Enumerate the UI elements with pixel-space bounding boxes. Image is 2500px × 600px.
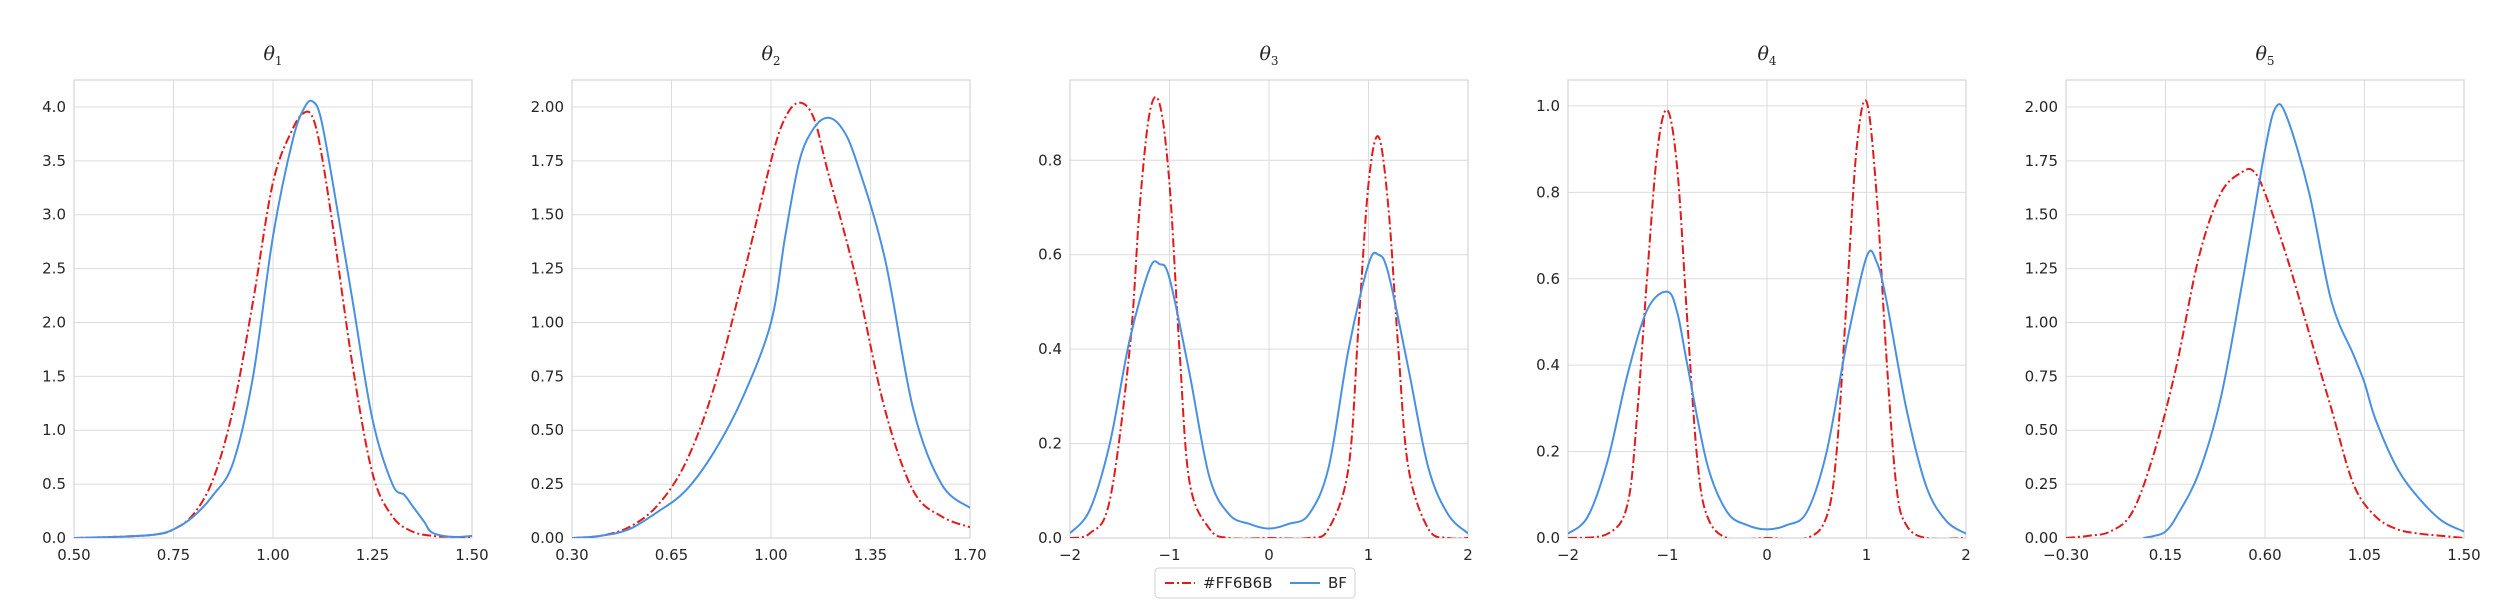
x-tick-label: 2	[1961, 546, 1971, 564]
y-tick-label: 1.50	[531, 206, 564, 224]
y-tick-label: 1.75	[531, 152, 564, 170]
y-tick-label: 0.25	[531, 475, 564, 493]
y-tick-label: 0.50	[531, 421, 564, 439]
x-tick-label: 0	[1264, 546, 1274, 564]
y-tick-label: 1.0	[42, 421, 66, 439]
plot-frame	[2065, 79, 2465, 539]
y-tick-label: 0.00	[2025, 529, 2058, 547]
x-tick-label: 0.30	[555, 546, 588, 564]
panel-title: θ4	[1757, 43, 1776, 68]
x-tick-label: 1.35	[854, 546, 887, 564]
y-tick-label: 1.25	[531, 260, 564, 278]
series-red-curve	[1070, 95, 1468, 538]
x-tick-label: 0	[1762, 546, 1772, 564]
y-tick-label: 0.2	[1536, 443, 1560, 461]
y-tick-label: 0.8	[1038, 151, 1062, 169]
y-tick-label: 0.75	[2025, 367, 2058, 385]
y-tick-label: 3.0	[42, 206, 66, 224]
panel-title: θ1	[263, 43, 282, 68]
series-bf-curve	[1568, 249, 1966, 535]
panel-4: −2 −1 0 1 2 0.0 0.2 0.4 0.6 0.8 1.0 θ4	[1536, 43, 1971, 564]
series-red-curve	[1568, 99, 1966, 538]
x-tick-label: 1.70	[953, 546, 986, 564]
y-tick-label: 2.5	[42, 260, 66, 278]
y-tick-label: 0.0	[42, 529, 66, 547]
plot-frame	[571, 79, 971, 539]
y-tick-label: 1.25	[2025, 260, 2058, 278]
series-bf-curve	[572, 116, 970, 538]
y-tick-label: 3.5	[42, 152, 66, 170]
x-tick-label: 1.00	[256, 546, 289, 564]
y-tick-label: 1.00	[2025, 313, 2058, 331]
x-tick-label: −2	[1557, 546, 1579, 564]
y-tick-label: 0.4	[1038, 340, 1062, 358]
y-tick-label: 0.6	[1536, 270, 1560, 288]
x-tick-label: −0.30	[2043, 546, 2089, 564]
x-tick-label: 1.00	[754, 546, 787, 564]
legend-label-red: #FF6B6B	[1203, 574, 1273, 592]
series-red-curve	[2066, 167, 2464, 538]
series-red-curve	[572, 101, 970, 538]
x-tick-label: 1.05	[2348, 546, 2381, 564]
panel-title: θ3	[1259, 43, 1278, 68]
panel-1: 0.50 0.75 1.00 1.25 1.50 0.0 0.5 1.0 1.5 2.0 2.5 3.…	[42, 43, 489, 564]
panel-3: −2 −1 0 1 2 0.0 0.2 0.4 0.6 0.8 θ3	[1038, 43, 1473, 564]
y-tick-label: 1.0	[1536, 97, 1560, 115]
legend-frame	[1154, 567, 1356, 599]
x-tick-label: 0.75	[157, 546, 190, 564]
x-tick-label: 1	[1862, 546, 1872, 564]
panel-2: 0.30 0.65 1.00 1.35 1.70 0.00 0.25 0.50 0.75 1.00…	[531, 43, 987, 564]
series-bf-curve	[2143, 103, 2464, 538]
y-tick-label: 2.00	[531, 98, 564, 116]
x-tick-label: 0.65	[655, 546, 688, 564]
x-tick-label: 0.60	[2248, 546, 2281, 564]
legend: #FF6B6B BF	[1154, 567, 1356, 599]
y-tick-label: 1.5	[42, 367, 66, 385]
x-tick-label: 1.50	[455, 546, 488, 564]
y-tick-label: 0.5	[42, 475, 66, 493]
y-tick-label: 0.4	[1536, 356, 1560, 374]
y-tick-label: 2.00	[2025, 98, 2058, 116]
series-bf-curve	[1070, 251, 1468, 535]
y-tick-label: 0.2	[1038, 435, 1062, 453]
panels: 0.50 0.75 1.00 1.25 1.500.00.51.01.52.02.53.…	[42, 43, 2481, 564]
y-tick-label: 1.50	[2025, 206, 2058, 224]
series-bf-curve	[74, 99, 472, 538]
y-tick-label: 0.8	[1536, 183, 1560, 201]
panel-title: θ5	[2255, 43, 2274, 68]
y-tick-label: 0.75	[531, 367, 564, 385]
x-tick-label: 0.15	[2149, 546, 2182, 564]
x-tick-label: 1	[1364, 546, 1374, 564]
x-tick-label: 2	[1463, 546, 1473, 564]
panel-5: −0.30 0.15 0.60 1.05 1.50 0.00 0.25 0.50 0.75 1.0…	[2025, 43, 2481, 564]
x-tick-label: −2	[1059, 546, 1081, 564]
x-tick-label: 1.50	[2447, 546, 2480, 564]
y-tick-label: 0.50	[2025, 421, 2058, 439]
y-tick-label: 0.6	[1038, 246, 1062, 264]
y-tick-label: 0.00	[531, 529, 564, 547]
y-tick-label: 2.0	[42, 313, 66, 331]
panel-title: θ2	[761, 43, 780, 68]
y-tick-label: 1.75	[2025, 152, 2058, 170]
y-tick-label: 0.0	[1038, 529, 1062, 547]
x-tick-label: −1	[1158, 546, 1180, 564]
x-tick-label: 1.25	[356, 546, 389, 564]
legend-label-blue: BF	[1328, 574, 1347, 592]
y-tick-label: 1.00	[531, 313, 564, 331]
plot-frame	[73, 79, 473, 539]
y-tick-label: 0.25	[2025, 475, 2058, 493]
y-tick-label: 4.0	[42, 98, 66, 116]
y-tick-label: 0.0	[1536, 529, 1560, 547]
x-tick-label: −1	[1656, 546, 1678, 564]
x-tick-label: 0.50	[57, 546, 90, 564]
